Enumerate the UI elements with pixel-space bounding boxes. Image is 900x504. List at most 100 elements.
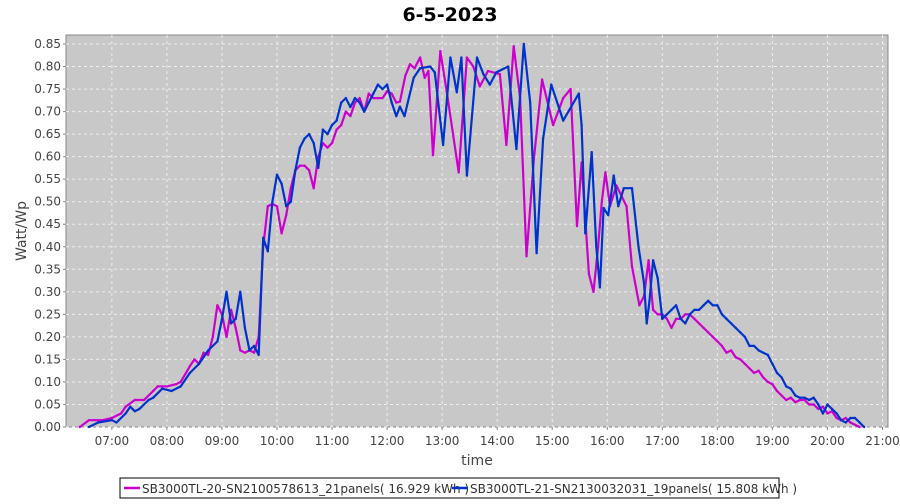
x-tick-label: 12:00	[370, 434, 405, 448]
x-tick-label: 18:00	[700, 434, 735, 448]
data-point	[170, 389, 173, 393]
data-point	[390, 92, 393, 95]
data-point	[335, 128, 338, 131]
data-point	[78, 425, 81, 429]
data-point	[372, 96, 375, 100]
data-point	[569, 87, 572, 91]
data-point	[303, 137, 306, 140]
data-point	[376, 96, 380, 100]
y-tick-label: 0.35	[34, 262, 61, 276]
data-point	[151, 396, 155, 399]
data-point	[358, 101, 361, 104]
data-point	[602, 206, 605, 210]
data-point	[679, 317, 682, 321]
y-tick-label: 0.85	[34, 37, 61, 51]
data-point	[835, 412, 838, 415]
data-point	[340, 123, 343, 127]
data-point	[124, 412, 127, 415]
x-tick-label: 13:00	[425, 434, 460, 448]
data-point	[725, 317, 728, 321]
data-point	[202, 351, 205, 354]
data-point	[522, 42, 525, 46]
data-point	[312, 141, 315, 145]
data-point	[656, 277, 659, 280]
y-tick-label: 0.55	[34, 172, 61, 186]
data-point	[465, 56, 469, 59]
data-point	[115, 421, 118, 424]
data-point	[457, 171, 460, 174]
data-point	[693, 317, 696, 321]
data-point	[757, 369, 760, 372]
x-axis: 07:00 08:00 09:00 10:00 11:00 12:00 13:00 14:00…	[95, 427, 900, 448]
data-point	[243, 326, 247, 330]
x-tick-label: 21:00	[865, 434, 900, 448]
data-point	[743, 335, 747, 339]
data-point	[289, 186, 292, 190]
data-point	[637, 245, 640, 248]
y-tick-label: 0.40	[34, 240, 61, 254]
y-tick-label: 0.30	[34, 285, 61, 299]
data-point	[193, 358, 196, 361]
data-point	[821, 412, 825, 415]
data-point	[330, 123, 334, 127]
x-tick-label: 10:00	[260, 434, 295, 448]
y-tick-label: 0.50	[34, 195, 61, 209]
y-axis-label: Watt/Wp	[14, 201, 30, 261]
data-point	[630, 265, 634, 268]
data-point	[598, 286, 602, 289]
data-point	[592, 290, 595, 294]
data-point	[398, 100, 402, 103]
data-point	[326, 146, 329, 149]
data-point	[353, 101, 357, 104]
data-point	[252, 344, 256, 348]
data-point	[729, 349, 733, 352]
data-point	[535, 251, 538, 255]
data-point	[252, 351, 256, 354]
data-point	[179, 380, 182, 384]
data-point	[129, 405, 132, 408]
data-point	[752, 371, 756, 375]
data-point	[812, 396, 815, 399]
data-point	[390, 101, 393, 104]
data-point	[617, 205, 620, 208]
x-tick-label: 07:00	[95, 434, 130, 448]
y-axis: 0.00 0.05 0.10 0.15 0.20 0.25 0.30 0.35 0.40 0.45…	[34, 37, 66, 434]
y-tick-label: 0.05	[34, 397, 61, 411]
data-point	[298, 164, 302, 167]
y-tick-label: 0.60	[34, 150, 61, 164]
data-point	[449, 56, 452, 59]
legend-label-2: SB3000TL-21-SN2130032031_19panels( 15.80…	[470, 482, 797, 496]
data-point	[647, 259, 650, 262]
data-point	[119, 412, 123, 415]
data-point	[478, 85, 481, 88]
data-point	[734, 326, 737, 330]
data-point	[817, 403, 820, 406]
data-point	[266, 205, 270, 208]
data-point	[684, 313, 687, 316]
data-point	[271, 200, 274, 203]
data-point	[803, 398, 806, 402]
data-point	[321, 128, 325, 131]
data-point	[580, 123, 583, 127]
data-point	[752, 344, 756, 348]
data-point	[340, 101, 343, 104]
data-point	[262, 236, 265, 239]
data-point	[630, 186, 634, 190]
data-point	[743, 362, 747, 366]
data-point	[600, 200, 603, 203]
data-point	[326, 132, 329, 136]
data-point	[376, 83, 380, 86]
data-point	[367, 101, 370, 104]
plot-area	[65, 34, 889, 428]
data-point	[604, 171, 607, 174]
data-point	[661, 317, 664, 321]
data-point	[280, 232, 283, 235]
data-point	[413, 67, 416, 70]
data-point	[540, 78, 544, 81]
data-point	[488, 83, 492, 86]
data-point	[577, 92, 581, 95]
data-point	[771, 362, 774, 366]
data-point	[550, 83, 553, 86]
y-tick-label: 0.00	[34, 420, 61, 434]
data-point	[349, 105, 352, 109]
